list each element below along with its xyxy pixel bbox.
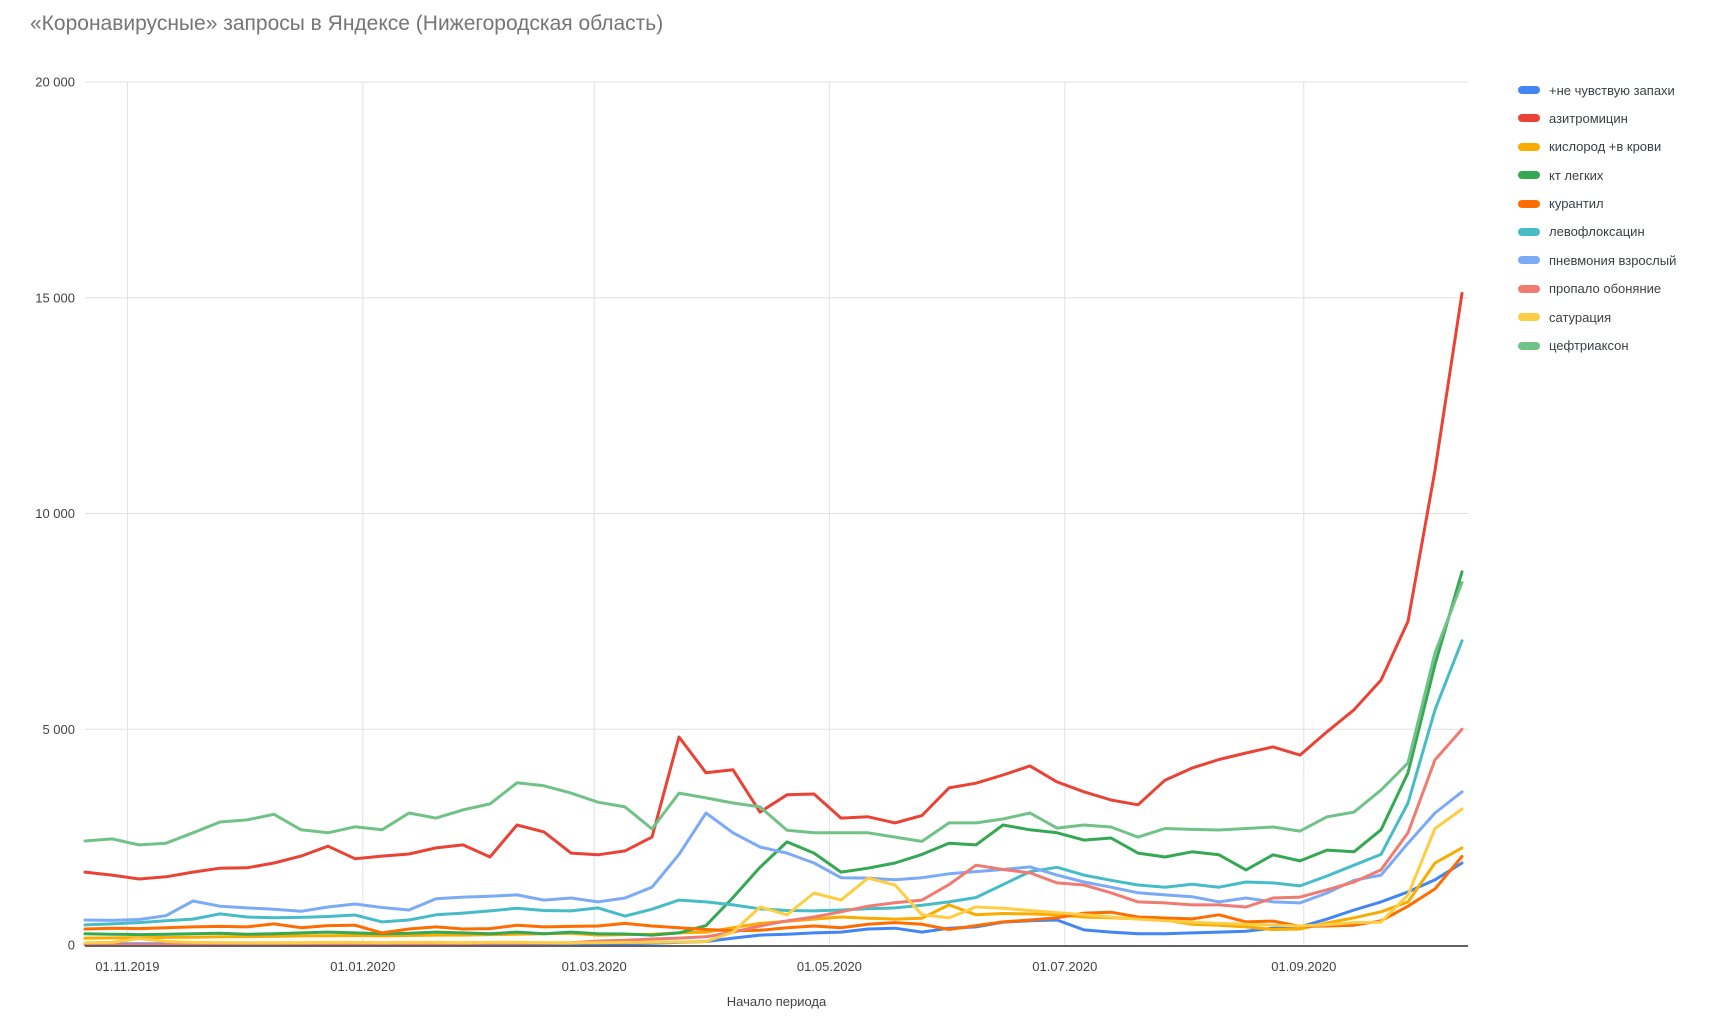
x-tick-label: 01.03.2020 (562, 959, 627, 974)
legend-swatch-icon (1518, 284, 1540, 293)
y-tick-label: 20 000 (35, 75, 75, 90)
y-tick-label: 15 000 (35, 290, 75, 305)
series-line[interactable] (83, 807, 1464, 945)
legend-label: кислород +в крови (1549, 139, 1662, 155)
legend-swatch-icon (1518, 142, 1540, 151)
legend-item[interactable]: кт легких (1518, 165, 1676, 185)
legend-label: цефтриаксон (1549, 338, 1629, 354)
series-line[interactable] (83, 855, 1464, 935)
series-line[interactable] (83, 727, 1464, 947)
legend-swatch-icon (1518, 171, 1540, 180)
legend-item[interactable]: курантил (1518, 194, 1676, 214)
legend-label: пневмония взрослый (1549, 252, 1677, 268)
legend-swatch-icon (1518, 86, 1540, 94)
x-tick-label: 01.01.2020 (330, 959, 395, 974)
legend-item[interactable]: сатурация (1518, 307, 1676, 327)
legend-item[interactable]: цефтриаксон (1518, 336, 1676, 356)
legend-swatch-icon (1518, 114, 1540, 123)
legend-label: пропало обоняние (1549, 281, 1662, 297)
legend: +не чувствую запахи азитромицин кислород +… (1518, 80, 1676, 364)
series-line[interactable] (83, 581, 1464, 847)
legend-label: курантил (1549, 196, 1604, 212)
legend-label: +не чувствую запахи (1549, 82, 1675, 98)
legend-swatch-icon (1518, 256, 1540, 265)
series-line[interactable] (83, 639, 1464, 927)
x-tick-label: 01.07.2020 (1032, 959, 1097, 974)
y-tick-label: 5 000 (42, 722, 75, 737)
x-axis-title: Начало периода (726, 994, 827, 1009)
legend-label: азитромицин (1549, 110, 1628, 126)
series-line[interactable] (83, 790, 1464, 922)
legend-item[interactable]: азитромицин (1518, 108, 1676, 128)
legend-item[interactable]: кислород +в крови (1518, 137, 1676, 157)
legend-swatch-icon (1518, 313, 1540, 322)
series-line[interactable] (83, 291, 1464, 881)
legend-swatch-icon (1518, 227, 1540, 236)
legend-item[interactable]: пропало обоняние (1518, 279, 1676, 299)
x-tick-label: 01.11.2019 (95, 959, 159, 974)
chart-title: «Коронавирусные» запросы в Яндексе (Ниже… (30, 12, 664, 35)
y-tick-label: 0 (68, 938, 75, 953)
legend-label: левофлоксацин (1549, 224, 1645, 240)
y-tick-label: 10 000 (35, 506, 75, 521)
legend-item[interactable]: пневмония взрослый (1518, 250, 1676, 270)
x-tick-label: 01.09.2020 (1271, 959, 1336, 974)
series-line[interactable] (83, 570, 1464, 937)
legend-label: кт легких (1549, 167, 1604, 183)
legend-label: сатурация (1549, 309, 1612, 325)
legend-swatch-icon (1518, 341, 1540, 350)
x-tick-label: 01.05.2020 (797, 959, 862, 974)
legend-item[interactable]: левофлоксацин (1518, 222, 1676, 242)
legend-item[interactable]: +не чувствую запахи (1518, 80, 1676, 100)
legend-swatch-icon (1518, 199, 1540, 208)
